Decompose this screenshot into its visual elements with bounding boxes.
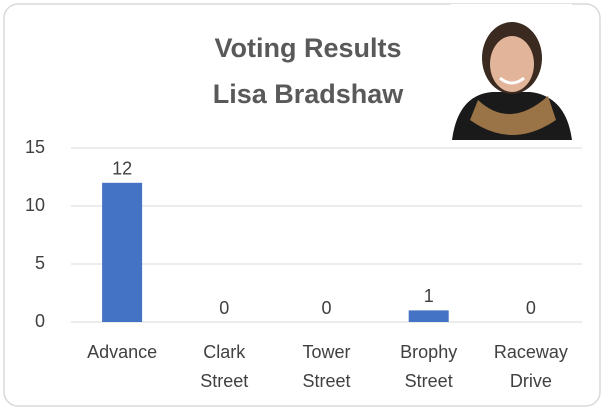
x-tick-label: Clark Street <box>200 342 248 391</box>
chart-subtitle: Lisa Bradshaw <box>213 79 405 109</box>
x-tick-label: Advance <box>87 342 157 362</box>
y-tick-label: 15 <box>25 137 45 157</box>
x-tick-label: Raceway Drive <box>494 342 568 391</box>
portrait <box>450 4 572 140</box>
data-label: 0 <box>219 298 229 318</box>
bar <box>102 182 143 322</box>
x-tick-label: Brophy Street <box>400 342 457 391</box>
chart-title: Voting Results <box>214 33 401 63</box>
data-label: 12 <box>112 159 132 179</box>
y-tick-label: 10 <box>25 195 45 215</box>
data-label: 0 <box>526 298 536 318</box>
data-label: 1 <box>424 286 434 306</box>
x-tick-label: Tower Street <box>302 342 350 391</box>
y-tick-label: 0 <box>35 311 45 331</box>
data-label: 0 <box>321 298 331 318</box>
bar <box>408 310 449 322</box>
y-tick-label: 5 <box>35 253 45 273</box>
